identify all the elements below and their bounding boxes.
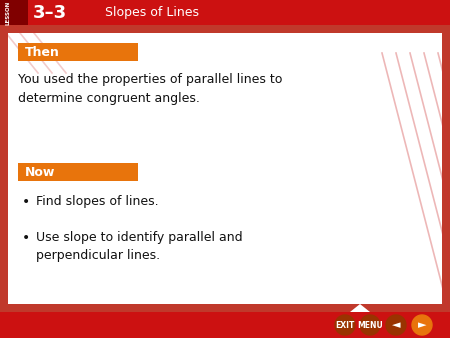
Bar [18, 43, 138, 61]
Text: •: • [22, 195, 30, 209]
Polygon shape [350, 304, 370, 312]
Circle shape [335, 315, 355, 335]
Text: •: • [22, 231, 30, 245]
Text: EXIT: EXIT [335, 320, 355, 330]
Text: LESSON: LESSON [5, 0, 10, 25]
Circle shape [360, 315, 380, 335]
Text: 3–3: 3–3 [33, 3, 67, 22]
Text: ◄: ◄ [392, 320, 400, 330]
Circle shape [412, 315, 432, 335]
Text: Find slopes of lines.: Find slopes of lines. [36, 195, 158, 208]
Bar [0, 0, 28, 25]
Text: Now: Now [25, 166, 55, 178]
Bar [8, 33, 442, 304]
Bar [0, 0, 450, 25]
Text: MENU: MENU [357, 320, 383, 330]
Text: ►: ► [418, 320, 426, 330]
Bar [0, 312, 450, 338]
Text: Use slope to identify parallel and
perpendicular lines.: Use slope to identify parallel and perpe… [36, 231, 243, 262]
Bar [18, 163, 138, 181]
Circle shape [386, 315, 406, 335]
Text: You used the properties of parallel lines to
determine congruent angles.: You used the properties of parallel line… [18, 73, 283, 105]
Text: Slopes of Lines: Slopes of Lines [105, 6, 199, 19]
Text: Then: Then [25, 46, 60, 58]
